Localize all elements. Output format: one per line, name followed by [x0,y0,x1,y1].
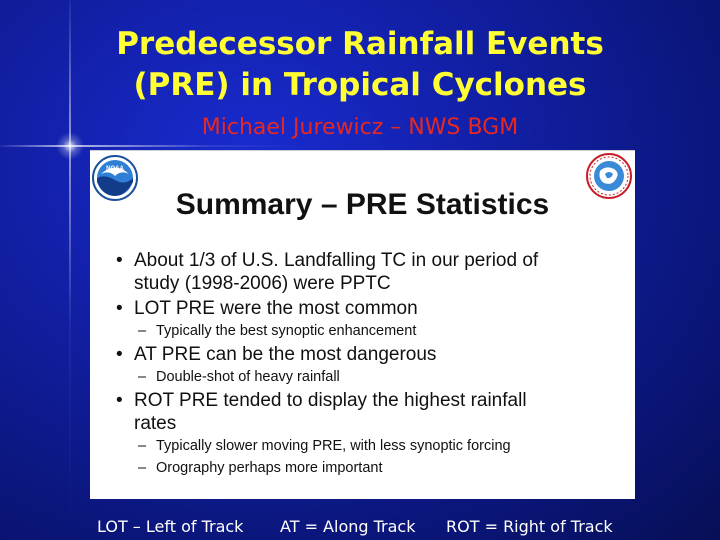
sub-bullet-text: Typically the best synoptic enhancement [156,323,417,339]
sub-bullet-marker: – [138,323,147,339]
bullet-text: AT PRE can be the most dangerous [134,344,437,365]
sub-bullet-item: – Double-shot of heavy rainfall [114,367,629,387]
lens-flare-vertical [69,0,71,540]
bullet-item-2: • LOT PRE were the most common [114,297,629,320]
legend-footer: LOT – Left of Track AT = Along Track ROT… [0,514,720,540]
bullet-text-continued: study (1998-2006) were PPTC [134,273,391,294]
embedded-slide: NOAA Summary – PRE Statistics • About 1/… [90,150,635,499]
noaa-logo-text: NOAA [106,166,124,172]
bullet-item-4: • ROT PRE tended to display the highest … [114,389,629,435]
legend-lot: LOT – Left of Track [97,517,244,536]
bullet-list: • About 1/3 of U.S. Landfalling TC in ou… [114,249,629,480]
national-weather-service-logo-icon [586,153,632,199]
sub-bullet-text: Typically slower moving PRE, with less s… [156,438,511,454]
sub-bullet-marker: – [138,460,147,476]
sub-bullet-text: Orography perhaps more important [156,460,383,476]
sub-bullet-marker: – [138,438,147,454]
sub-bullet-item: – Typically slower moving PRE, with less… [114,436,629,456]
bullet-text: About 1/3 of U.S. Landfalling TC in our … [134,250,539,271]
bullet-marker: • [116,298,123,319]
sub-bullet-item: – Typically the best synoptic enhancemen… [114,321,629,341]
sub-bullet-text: Double-shot of heavy rainfall [156,369,340,385]
bullet-text: ROT PRE tended to display the highest ra… [134,390,527,411]
legend-at: AT = Along Track [280,517,416,536]
lens-flare-glow [56,132,84,160]
noaa-logo-icon: NOAA [92,155,138,201]
bullet-text-continued: rates [134,413,177,434]
page-subtitle: Michael Jurewicz – NWS BGM [201,115,519,140]
bullet-marker: • [116,344,123,365]
title-line-1: Predecessor Rainfall Events [116,26,604,62]
bullet-item-1: • About 1/3 of U.S. Landfalling TC in ou… [114,249,629,295]
legend-rot: ROT = Right of Track [446,517,613,536]
bullet-marker: • [116,390,123,411]
title-line-2: (PRE) in Tropical Cyclones [133,67,587,103]
sub-bullet-item: – Orography perhaps more important [114,458,629,478]
slide-heading: Summary – PRE Statistics [175,188,550,221]
bullet-text: LOT PRE were the most common [134,298,418,319]
bullet-marker: • [116,250,123,271]
sub-bullet-marker: – [138,369,147,385]
bullet-item-3: • AT PRE can be the most dangerous [114,343,629,366]
lens-flare-horizontal [0,145,300,147]
page-title: Predecessor Rainfall Events (PRE) in Tro… [0,24,720,106]
